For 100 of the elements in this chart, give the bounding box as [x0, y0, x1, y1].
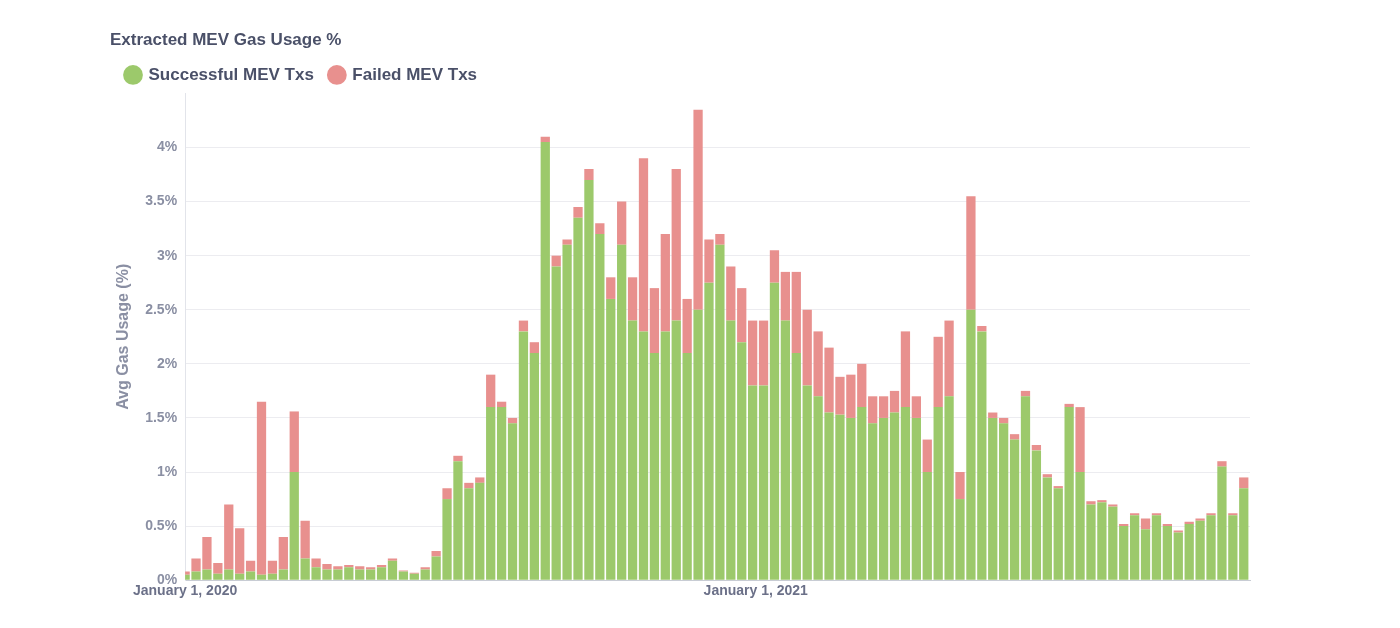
- bar: [868, 396, 878, 424]
- bar: [289, 411, 299, 473]
- bar: [737, 342, 747, 580]
- bar: [464, 482, 474, 489]
- bar: [999, 417, 1009, 424]
- bar: [256, 401, 267, 575]
- bar: [409, 573, 419, 580]
- bar: [649, 288, 660, 354]
- bar: [355, 566, 365, 570]
- bar: [737, 288, 747, 343]
- y-tick-label: 2%: [156, 354, 178, 371]
- bar: [1173, 530, 1183, 533]
- bar: [999, 423, 1009, 580]
- bar: [453, 455, 463, 462]
- x-tick-label: January 1, 2021: [703, 582, 809, 599]
- chart-title: Extracted MEV Gas Usage %: [110, 29, 342, 49]
- bar: [518, 331, 529, 580]
- bar: [1031, 450, 1042, 580]
- bar: [1140, 518, 1151, 530]
- bar: [1239, 477, 1249, 489]
- bar: [442, 488, 452, 500]
- bar: [966, 196, 976, 310]
- bar: [671, 169, 681, 321]
- bar: [1206, 513, 1216, 516]
- bar: [758, 385, 769, 580]
- legend-label: Successful MEV Txs: [148, 64, 314, 84]
- bar: [638, 331, 649, 580]
- bar: [1162, 523, 1172, 527]
- bar: [376, 565, 387, 568]
- bar: [496, 401, 507, 408]
- bar: [540, 142, 550, 580]
- bar: [1053, 486, 1063, 489]
- bar: [955, 472, 965, 500]
- bar: [431, 550, 441, 557]
- bar: [366, 569, 376, 580]
- bar: [518, 320, 529, 332]
- bar: [420, 567, 430, 570]
- bar: [617, 244, 627, 580]
- bar: [529, 353, 539, 580]
- bar: [911, 417, 921, 580]
- bar: [1217, 461, 1227, 467]
- bar: [889, 390, 900, 413]
- bar: [235, 528, 245, 574]
- bar: [376, 567, 387, 580]
- bar: [1173, 532, 1183, 580]
- y-tick-label: 3.5%: [145, 192, 178, 209]
- bar: [278, 569, 288, 580]
- bar: [1042, 477, 1052, 580]
- bar: [748, 320, 758, 386]
- y-tick-label: 2.5%: [145, 300, 178, 317]
- bar: [1184, 521, 1194, 524]
- bar: [878, 417, 889, 580]
- bar: [660, 234, 670, 332]
- bar: [1009, 439, 1020, 580]
- bar: [1031, 444, 1042, 451]
- bar: [617, 201, 627, 245]
- bar: [758, 320, 769, 386]
- bar: [1119, 523, 1129, 527]
- bar: [988, 417, 998, 580]
- bar: [245, 571, 256, 580]
- bar: [900, 407, 911, 580]
- bar: [224, 504, 234, 570]
- bar: [627, 277, 638, 321]
- bar: [496, 407, 507, 580]
- bar: [475, 477, 485, 483]
- bar: [1151, 515, 1162, 580]
- bar: [769, 250, 780, 283]
- bar: [791, 271, 801, 354]
- bar: [1129, 515, 1140, 580]
- bar: [1020, 396, 1031, 580]
- legend-label: Failed MEV Txs: [352, 64, 478, 84]
- bar: [562, 239, 572, 245]
- y-tick-label: 1%: [156, 462, 178, 479]
- bar: [486, 407, 496, 580]
- bar: [1064, 403, 1074, 408]
- bar: [780, 271, 791, 321]
- bar: [573, 206, 583, 218]
- bar: [627, 320, 638, 580]
- bar: [1228, 513, 1238, 516]
- bar: [256, 574, 267, 580]
- y-tick-label: 0%: [156, 571, 178, 588]
- bar: [387, 558, 398, 561]
- bar: [638, 158, 649, 332]
- bar: [1119, 526, 1129, 580]
- bar: [878, 396, 889, 418]
- bar: [911, 396, 921, 418]
- bar: [1075, 407, 1085, 473]
- bar: [540, 136, 550, 143]
- bar: [507, 423, 518, 580]
- bar: [245, 560, 256, 572]
- bar: [791, 353, 801, 580]
- bar: [671, 320, 681, 580]
- bar: [1108, 504, 1118, 507]
- bar: [398, 571, 409, 580]
- bar: [922, 439, 932, 473]
- bar: [922, 472, 932, 580]
- bar: [977, 325, 987, 332]
- bar: [1140, 529, 1151, 580]
- bar: [889, 412, 900, 580]
- bar: [660, 331, 670, 580]
